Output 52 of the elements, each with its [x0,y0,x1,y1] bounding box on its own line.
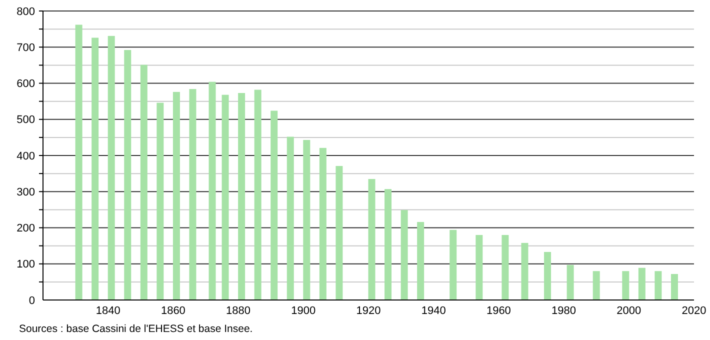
source-note: Sources : base Cassini de l'EHESS et base Insee. [19,323,253,335]
x-tick-label: 2020 [682,305,706,317]
y-tick-label: 600 [16,78,35,90]
x-tick-label: 1860 [160,305,186,317]
bar [521,242,528,300]
bar [156,102,164,300]
bar [400,210,408,300]
bar [592,271,600,300]
y-tick-label: 400 [16,150,35,162]
bar [172,92,180,300]
bar [502,234,509,300]
bar [336,166,343,300]
bar [189,89,196,300]
bar [417,222,424,300]
y-tick-label: 700 [16,42,35,54]
bar [75,24,82,300]
bar [384,189,392,300]
bar [140,64,148,300]
bar [254,90,262,300]
bar [124,50,132,300]
bar [476,234,483,300]
x-tick-label: 1880 [226,305,251,317]
y-tick-label: 100 [16,258,35,271]
x-tick-label: 1840 [96,305,120,317]
x-tick-label: 1900 [291,305,316,317]
bar [208,82,216,300]
bar [108,36,115,300]
bar [303,140,310,300]
x-tick-label: 2000 [616,305,642,317]
x-tick-label: 1980 [552,305,576,317]
bar [450,230,457,300]
bar [638,268,646,300]
x-tick-label: 1940 [421,305,446,317]
x-tick-label: 1920 [356,305,381,317]
bar [270,110,278,300]
bar [670,274,678,300]
bar [544,252,552,300]
y-tick-label: 300 [16,186,35,198]
y-tick-label: 200 [16,222,35,235]
x-tick-label: 1960 [486,305,511,317]
y-tick-label: 800 [16,6,35,18]
bar [368,178,376,300]
bar [238,93,246,300]
bar [622,271,630,300]
bar [286,136,294,300]
bar [566,264,574,300]
y-tick-label: 0 [28,294,35,307]
bar [92,38,99,300]
bar [654,271,662,300]
bar [222,94,229,300]
y-tick-label: 500 [16,114,35,126]
bar [319,148,326,300]
